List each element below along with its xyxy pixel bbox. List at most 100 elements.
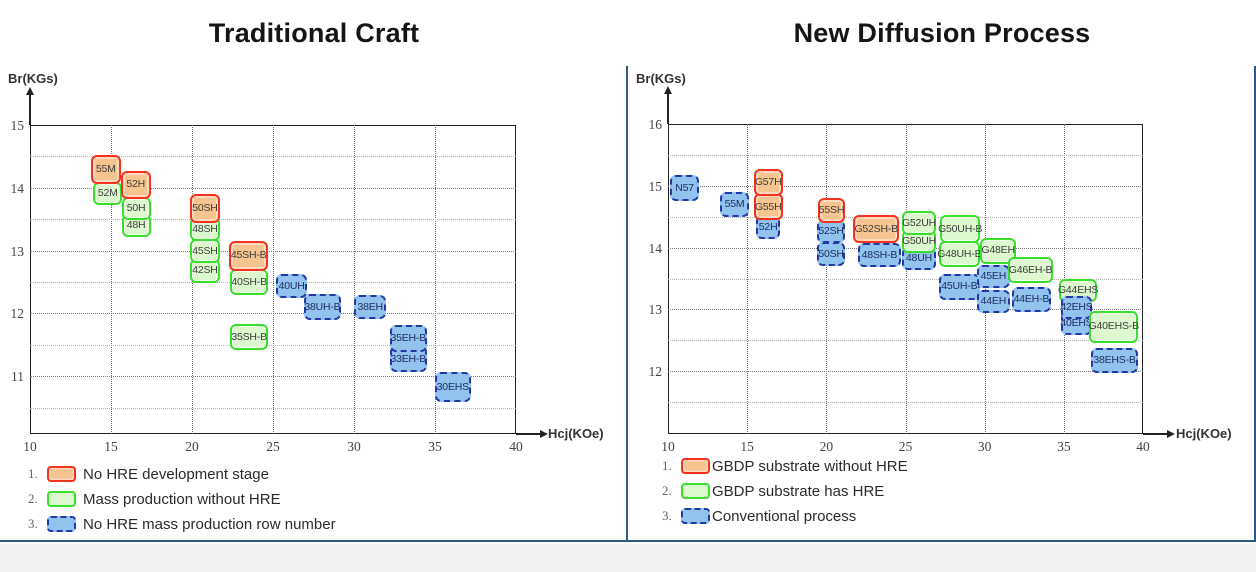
data-box-38EH: 38EH (354, 295, 387, 320)
gridline-horizontal (30, 187, 516, 189)
data-box-52H: 52H (120, 170, 151, 199)
gridline-vertical (354, 125, 355, 434)
x-tick-label: 15 (104, 439, 118, 454)
data-box-G52SH-B: G52SH-B (853, 215, 900, 243)
chart-title-left: Traditional Craft (208, 17, 420, 48)
data-box-55M: 55M (720, 191, 749, 217)
x-tick-label: 20 (185, 439, 199, 454)
legend-number: 2. (662, 483, 672, 498)
x-tick-label: 25 (266, 439, 280, 454)
x-axis-label: Hcj(KOe) (548, 426, 604, 441)
legend-item: 2. Mass production without HRE (28, 489, 336, 509)
data-box-38EHS-B: 38EHS-B (1090, 348, 1139, 374)
x-axis-line (1143, 433, 1169, 435)
data-box-44EH: 44EH (976, 289, 1010, 314)
x-axis-label: Hcj(KOe) (1176, 426, 1232, 441)
y-tick-label: 15 (10, 118, 25, 133)
data-box-G50UH-B: G50UH-B (938, 215, 982, 243)
x-axis-line (516, 433, 542, 435)
data-box-35EH-B: 35EH-B (389, 325, 427, 352)
legend-number: 1. (662, 458, 672, 473)
x-tick-label: 25 (898, 439, 913, 454)
data-box-35SH-B: 35SH-B (230, 324, 269, 351)
y-tick-label: 14 (10, 180, 25, 196)
data-box-G46EH-B: G46EH-B (1008, 256, 1053, 283)
x-tick-label: 30 (977, 439, 992, 454)
gridline-horizontal-minor (668, 402, 1143, 404)
gridline-vertical (435, 125, 436, 434)
y-tick-label: 14 (648, 240, 663, 256)
x-tick-label: 40 (1136, 439, 1150, 454)
gridline-horizontal-minor (668, 154, 1143, 156)
legend-swatch-blue (681, 508, 710, 524)
legend: 1. GBDP substrate without HRE 2. GBDP su… (662, 456, 908, 531)
legend-number: 3. (28, 516, 38, 531)
legend-label: Mass production without HRE (83, 490, 281, 508)
gridline-horizontal (668, 309, 1143, 311)
y-axis-arrow (664, 86, 672, 94)
legend-number: 1. (28, 466, 38, 481)
legend-label: No HRE mass production row number (83, 515, 336, 533)
data-box-30EHS: 30EHS (435, 371, 471, 402)
x-tick-label: 10 (661, 439, 675, 454)
gridline-horizontal-minor (30, 156, 516, 158)
data-box-40SH-B: 40SH-B (230, 268, 269, 296)
gridline-horizontal-minor (30, 344, 516, 346)
y-tick-label: 12 (648, 364, 663, 380)
data-box-45SH-B: 45SH-B (229, 240, 269, 271)
y-tick-label: 12 (10, 306, 25, 322)
x-axis-arrow (540, 430, 548, 438)
gridline-horizontal (668, 371, 1143, 373)
data-box-45UH-B: 45UH-B (938, 273, 980, 300)
data-box-G40EHS-B: G40EHS-B (1089, 310, 1139, 343)
y-tick-label: 13 (10, 243, 25, 259)
x-tick-label: 40 (509, 439, 523, 454)
x-tick-label: 35 (1057, 439, 1071, 454)
y-axis-line (667, 94, 669, 124)
legend-swatch-blue (47, 516, 76, 532)
gridline-horizontal-minor (30, 219, 516, 221)
legend-number: 3. (662, 508, 672, 523)
gridline-horizontal (30, 250, 516, 252)
legend-swatch-red (681, 458, 710, 474)
chart-title-right: New Diffusion Process (793, 17, 1091, 48)
data-box-55M: 55M (90, 155, 121, 184)
data-box-52M: 52M (93, 181, 123, 206)
gridline-horizontal (30, 313, 516, 315)
data-box-N57: N57 (670, 175, 699, 202)
y-tick-label: 16 (648, 117, 663, 132)
legend-item: 2. GBDP substrate has HRE (662, 481, 908, 501)
x-tick-label: 20 (819, 439, 834, 454)
data-box-50SH: 50SH (190, 194, 220, 223)
legend-label: Conventional process (712, 507, 857, 525)
y-tick-label: 13 (648, 302, 663, 318)
chart-card-right: Br(KGs) Hcj(KOe) 1. GBDP substrate witho… (628, 66, 1256, 542)
legend-item: 1. No HRE development stage (28, 464, 336, 484)
data-box-55SH: 55SH (817, 197, 846, 224)
gridline-horizontal-minor (668, 278, 1143, 280)
legend-item: 3. Conventional process (662, 506, 908, 526)
panel-traditional-craft: Traditional Craft Br(KGs) Hcj(KOe) 1. No… (0, 0, 628, 544)
x-axis-arrow (1167, 430, 1175, 438)
y-axis-label: Br(KGs) (8, 71, 58, 86)
legend-number: 2. (28, 491, 38, 506)
y-tick-label: 15 (648, 178, 663, 194)
gridline-horizontal (668, 185, 1143, 187)
legend-label: GBDP substrate has HRE (712, 482, 885, 500)
legend-item: 3. No HRE mass production row number (28, 514, 336, 534)
legend-label: No HRE development stage (83, 465, 269, 483)
gridline-horizontal-minor (668, 340, 1143, 342)
data-box-50SH: 50SH (816, 242, 846, 266)
legend-label: GBDP substrate without HRE (712, 457, 908, 475)
legend: 1. No HRE development stage 2. Mass prod… (28, 464, 336, 539)
gridline-vertical (273, 125, 274, 434)
data-box-40UH: 40UH (276, 273, 307, 298)
data-box-45EH: 45EH (976, 264, 1010, 289)
data-box-52SH: 52SH (816, 219, 846, 244)
y-axis-line (29, 95, 31, 125)
gridline-horizontal (30, 376, 516, 378)
x-tick-label: 35 (428, 439, 442, 454)
data-box-38UH-B: 38UH-B (303, 293, 342, 321)
panel-new-diffusion-process: New Diffusion Process Br(KGs) Hcj(KOe) 1… (628, 0, 1256, 544)
